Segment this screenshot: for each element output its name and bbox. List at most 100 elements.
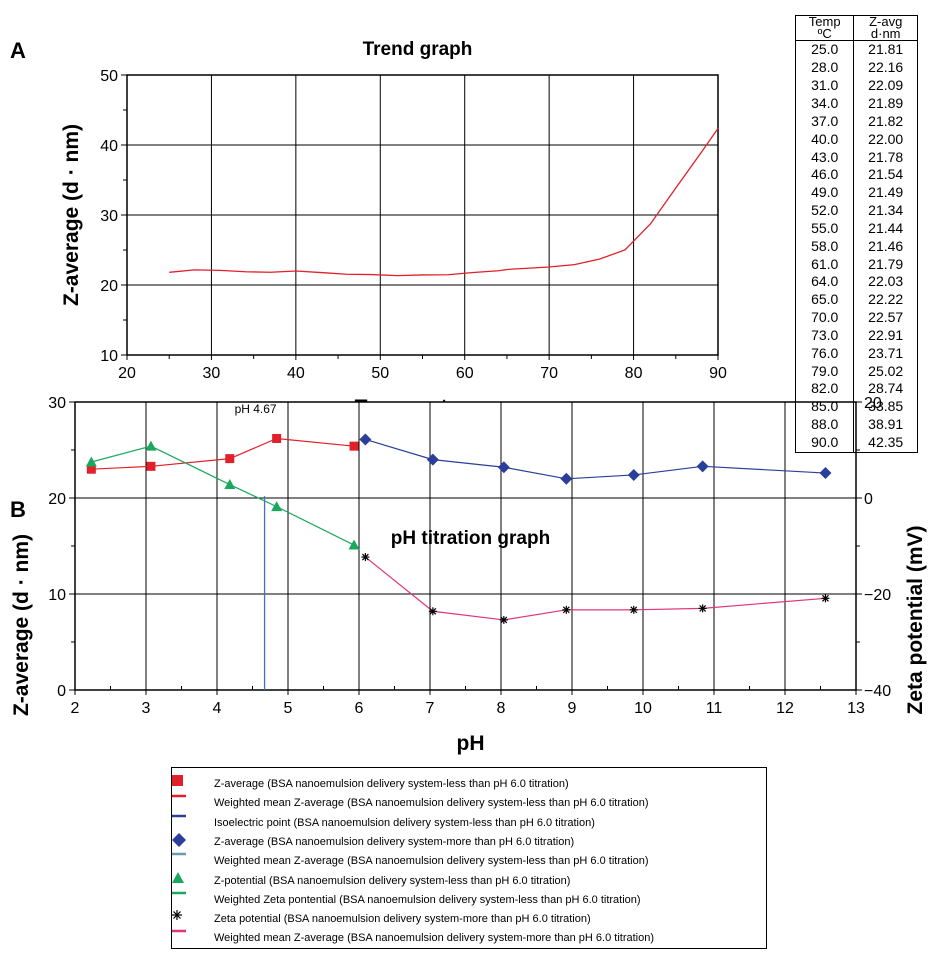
- data-point-zeta-less: [348, 539, 360, 550]
- table-cell: 85.0: [794, 398, 855, 416]
- chart-b-xlabel: pH: [457, 732, 485, 755]
- table-cell: 21.44: [853, 219, 918, 238]
- table-cell: 88.0: [794, 415, 855, 434]
- table-row: 37.0 21.82: [794, 112, 918, 131]
- x-tick-label: 4: [213, 700, 222, 717]
- x-tick-label: 60: [456, 365, 474, 382]
- y-tick-label: 40: [100, 138, 118, 155]
- y-tick-label: 30: [100, 208, 118, 225]
- table-row: 55.0 21.44: [794, 219, 918, 238]
- table-cell: 33.85: [853, 398, 918, 416]
- table-cell: 58.0: [794, 237, 855, 256]
- data-point-zeta-more: [499, 615, 508, 624]
- table-row: 43.0 21.78: [794, 148, 918, 167]
- table-cell: 38.91: [853, 415, 918, 434]
- table-cell: 23.71: [853, 344, 918, 363]
- data-point-zeta-less: [145, 440, 157, 451]
- table-cell: 70.0: [794, 308, 855, 327]
- data-point-z-more: [819, 467, 832, 480]
- table-cell: 46.0: [794, 166, 855, 184]
- table-row: 85.0 33.85: [794, 398, 918, 416]
- table-cell: 22.00: [853, 130, 918, 149]
- table-cell: 76.0: [794, 344, 855, 363]
- y-tick-label: 0: [57, 683, 66, 700]
- table-cell: 31.0: [794, 76, 855, 95]
- table-cell: 43.0: [794, 148, 855, 167]
- x-tick-label: 80: [625, 365, 643, 382]
- table-cell: 21.81: [853, 40, 918, 60]
- table-cell: 21.46: [853, 237, 918, 256]
- data-point-z-less: [272, 433, 282, 443]
- legend-label: Z-average (BSA nanoemulsion delivery sys…: [214, 835, 575, 848]
- table-cell: 90.0: [794, 433, 855, 453]
- table-cell: 28.74: [853, 380, 918, 399]
- table-row: 61.0 21.79: [794, 255, 918, 274]
- table-row: 49.0 21.49: [794, 183, 918, 202]
- x-tick-label: 10: [634, 700, 652, 717]
- data-point-zeta-more: [428, 607, 437, 616]
- table-cell: 21.78: [853, 148, 918, 167]
- table-row: 82.0 28.74: [794, 380, 918, 399]
- data-point-zeta-less: [224, 479, 236, 490]
- table-row: 65.0 22.22: [794, 290, 918, 309]
- table-row: 70.0 22.57: [794, 308, 918, 327]
- table-cell: 22.16: [853, 59, 918, 77]
- table-cell: 22.09: [853, 76, 918, 95]
- data-point-zeta-more: [562, 605, 571, 614]
- table-cell: 22.03: [853, 273, 918, 291]
- legend-entry: Z-average (BSA nanoemulsion delivery sys…: [172, 775, 569, 793]
- x-tick-label: 90: [709, 365, 727, 382]
- data-point-zeta-more: [698, 604, 707, 613]
- x-tick-label: 5: [284, 700, 293, 717]
- legend-label: Weighted mean Z-average (BSA nanoemulsio…: [214, 855, 649, 868]
- table-row: 52.0 21.34: [794, 201, 918, 220]
- y-tick-label: 50: [100, 68, 118, 85]
- legend-entry: Zeta potential (BSA nanoemulsion deliver…: [172, 910, 591, 928]
- data-point-zeta-less: [271, 501, 283, 512]
- table-cell: 22.57: [853, 308, 918, 327]
- table-row: 79.0 25.02: [794, 362, 918, 381]
- table-cell: 82.0: [794, 380, 855, 399]
- y-tick-label: 20: [48, 491, 66, 508]
- legend-label: Weighted mean Z-average (BSA nanoemulsio…: [214, 932, 655, 945]
- y-tick-label: 10: [48, 587, 66, 604]
- legend-entry: Weighted Zeta pontential (BSA nanoemulsi…: [172, 891, 641, 909]
- data-point-zeta-more: [361, 553, 370, 562]
- table-cell: 34.0: [794, 94, 855, 113]
- y-tick-label: 20: [100, 278, 118, 295]
- panel-a-label: A: [10, 38, 26, 63]
- isoelectric-label: pH 4.67: [235, 402, 277, 416]
- chart-b-y2label: Zeta potential (mV): [904, 525, 927, 714]
- legend-label: Zeta potential (BSA nanoemulsion deliver…: [214, 913, 591, 926]
- table-row: 90.0 42.35: [794, 433, 918, 453]
- table-header: Z-avg d·nm: [853, 15, 918, 41]
- x-tick-label: 70: [540, 365, 558, 382]
- data-point-z-less: [146, 461, 156, 471]
- table-row: 73.0 22.91: [794, 326, 918, 345]
- data-point-z-more: [627, 468, 640, 481]
- table-cell: 42.35: [853, 433, 918, 453]
- legend-label: Z-average (BSA nanoemulsion delivery sys…: [214, 778, 569, 790]
- legend-entry: Weighted mean Z-average (BSA nanoemulsio…: [172, 794, 649, 812]
- table-row: 34.0 21.89: [794, 94, 918, 113]
- table-cell: 37.0: [794, 112, 855, 131]
- table-cell: 21.49: [853, 183, 918, 202]
- table-cell: 61.0: [794, 255, 855, 274]
- table-cell: 21.82: [853, 112, 918, 131]
- chart-b-ylabel: Z-average (d · nm): [10, 534, 33, 716]
- data-point-zeta-less: [85, 456, 97, 467]
- legend-entry: Z-potential (BSA nanoemulsion delivery s…: [172, 871, 570, 890]
- table-cell: 22.22: [853, 290, 918, 309]
- x-tick-label: 40: [287, 365, 305, 382]
- table-cell: 79.0: [794, 362, 855, 381]
- data-point-z-less: [86, 464, 96, 474]
- data-point-zeta-more: [629, 605, 638, 614]
- table-cell: 49.0: [794, 183, 855, 202]
- table-row: 28.0 22.16: [794, 59, 918, 77]
- panel-b-label: B: [10, 497, 26, 522]
- legend-label: Weighted mean Z-average (BSA nanoemulsio…: [214, 797, 649, 810]
- x-tick-label: 8: [497, 700, 506, 717]
- table-cell: 40.0: [794, 130, 855, 149]
- data-point-z-more: [426, 453, 439, 466]
